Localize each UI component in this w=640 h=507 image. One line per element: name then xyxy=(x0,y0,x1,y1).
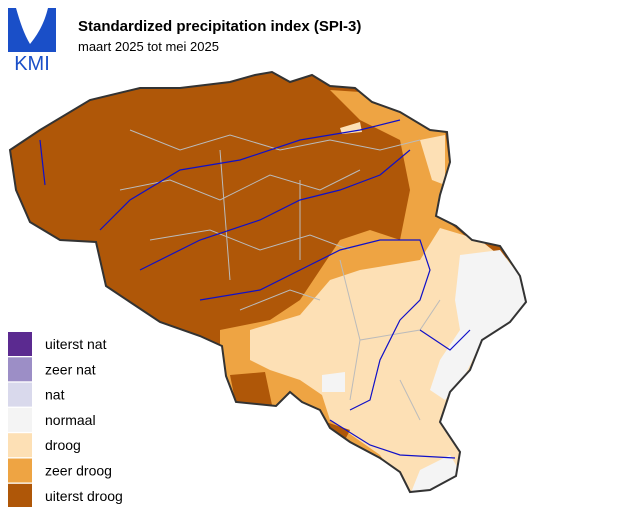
admin-borders xyxy=(119,129,441,421)
subtitle: maart 2025 tot mei 2025 xyxy=(78,39,219,54)
legend-label: nat xyxy=(45,387,65,403)
legend-swatch xyxy=(8,357,32,382)
legend-label: droog xyxy=(45,437,81,453)
legend-swatch xyxy=(8,433,32,458)
legend-swatch xyxy=(8,382,32,407)
region-normaal xyxy=(322,250,526,492)
region-uiterst-droog-south xyxy=(230,372,350,440)
legend-swatch xyxy=(8,407,32,432)
legend-swatch xyxy=(8,458,32,483)
legend: uiterst nat zeer nat nat normaal droog zeer d… xyxy=(8,332,123,507)
rivers xyxy=(39,119,471,459)
logo-text: KMI xyxy=(14,53,50,75)
logo-shape xyxy=(8,8,56,52)
legend-label: zeer droog xyxy=(45,463,112,479)
legend-label: uiterst nat xyxy=(45,336,107,352)
legend-label: uiterst droog xyxy=(45,488,123,504)
map xyxy=(9,71,527,493)
legend-swatch xyxy=(8,483,32,507)
legend-label: normaal xyxy=(45,412,96,428)
logo: KMI xyxy=(8,8,56,75)
title: Standardized precipitation index (SPI-3) xyxy=(78,18,361,35)
legend-swatch xyxy=(8,332,32,356)
legend-label: zeer nat xyxy=(45,361,96,377)
